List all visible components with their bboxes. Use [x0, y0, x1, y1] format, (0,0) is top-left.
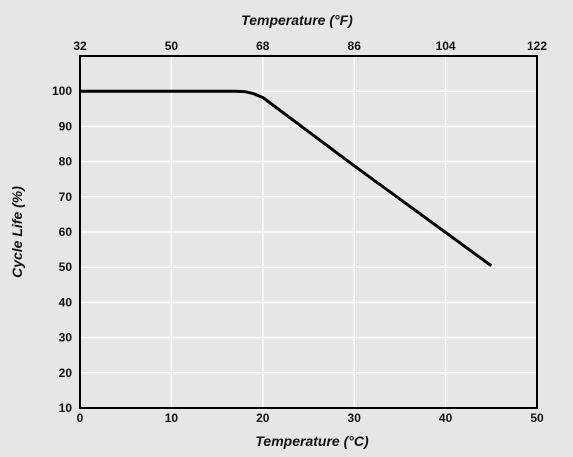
y-tick-label: 10: [59, 401, 73, 415]
y-tick-label: 20: [59, 366, 73, 380]
y-tick-labels: 10 20 30 40 50 60 70 80 90 100: [52, 84, 72, 415]
x2-tick-labels: 32 50 68 86 104 122: [73, 39, 547, 53]
y-tick-label: 70: [59, 190, 73, 204]
x-axis-title: Temperature (°C): [255, 433, 369, 449]
y-tick-label: 90: [59, 119, 73, 133]
x2-tick-label: 32: [73, 39, 87, 53]
y-axis-title: Cycle Life (%): [9, 186, 25, 278]
x2-tick-label: 104: [436, 39, 456, 53]
x-tick-labels: 0 10 20 30 40 50: [77, 411, 544, 425]
x2-tick-label: 68: [256, 39, 270, 53]
y-tick-label: 60: [59, 225, 73, 239]
series-layer: [80, 89, 493, 268]
y-tick-label: 80: [59, 155, 73, 169]
x-tick-label: 20: [256, 411, 270, 425]
x-tick-label: 0: [77, 411, 84, 425]
x2-tick-label: 122: [527, 39, 547, 53]
x-tick-label: 10: [165, 411, 179, 425]
y-tick-label: 30: [59, 331, 73, 345]
x2-axis-title: Temperature (°F): [241, 12, 353, 28]
x-tick-label: 30: [348, 411, 362, 425]
y-tick-label: 100: [52, 84, 72, 98]
y-tick-label: 50: [59, 260, 73, 274]
x2-tick-label: 86: [348, 39, 362, 53]
grid: [79, 55, 538, 409]
x-tick-label: 40: [439, 411, 453, 425]
x-tick-label: 50: [530, 411, 544, 425]
x2-tick-label: 50: [165, 39, 179, 53]
series-line: [80, 89, 493, 268]
plot-frame: [79, 55, 538, 409]
y-tick-label: 40: [59, 295, 73, 309]
